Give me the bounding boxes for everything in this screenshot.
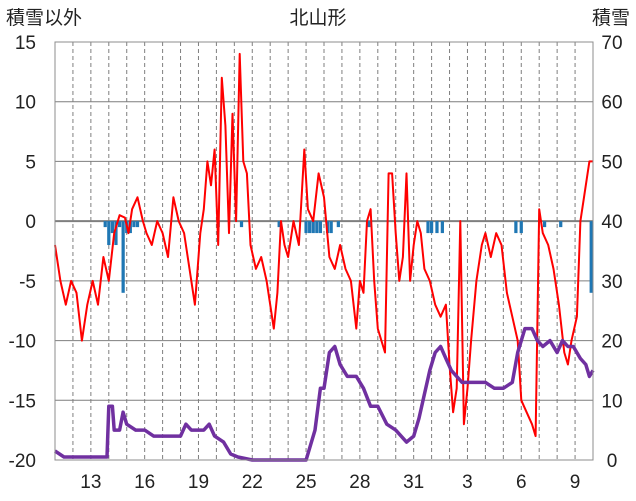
precip-bar bbox=[304, 221, 308, 234]
precip-bar bbox=[103, 221, 107, 228]
x-tick-label: 3 bbox=[462, 472, 473, 493]
precip-bar bbox=[308, 221, 312, 234]
x-tick-label: 25 bbox=[295, 472, 316, 493]
precip-bar bbox=[277, 221, 281, 228]
precip-bar bbox=[315, 221, 319, 234]
precip-bar bbox=[107, 221, 111, 246]
x-tick-label: 13 bbox=[80, 472, 101, 493]
precip-bar bbox=[589, 221, 593, 293]
plot-frame bbox=[54, 41, 594, 461]
precip-bar bbox=[239, 221, 244, 228]
temperature-line bbox=[54, 52, 593, 438]
x-tick-label: 22 bbox=[242, 472, 263, 493]
precip-bar bbox=[132, 221, 136, 228]
precip-bar bbox=[426, 221, 430, 234]
precip-bar bbox=[559, 221, 563, 228]
series-lines bbox=[54, 52, 595, 462]
x-tick-label: 31 bbox=[403, 472, 424, 493]
right-axis-title: 積雪 bbox=[592, 7, 630, 29]
snow-depth-line bbox=[54, 326, 595, 462]
x-tick-label: 19 bbox=[188, 472, 209, 493]
x-tick-label: 9 bbox=[570, 472, 581, 493]
x-tick-label: 16 bbox=[134, 472, 155, 493]
y-right-tick-label: 50 bbox=[601, 152, 622, 173]
precip-bar bbox=[117, 221, 122, 228]
y-right-tick-label: 60 bbox=[601, 93, 622, 114]
y-right-tick-label: 30 bbox=[601, 272, 622, 293]
y-right-tick-label: 10 bbox=[601, 391, 622, 412]
y-right-tick-label: 40 bbox=[601, 212, 622, 233]
precip-bar bbox=[514, 221, 518, 234]
y-right-tick-label: 20 bbox=[601, 332, 622, 353]
chart-title: 北山形 bbox=[289, 7, 346, 29]
precip-bar bbox=[329, 221, 333, 234]
precipitation-bars bbox=[103, 221, 593, 293]
x-tick-label: 6 bbox=[516, 472, 527, 493]
y-left-tick-label: -5 bbox=[19, 272, 36, 293]
precip-bar bbox=[440, 221, 444, 234]
grid bbox=[54, 41, 593, 461]
y-left-tick-label: 15 bbox=[15, 33, 36, 54]
y-left-tick-label: 0 bbox=[25, 212, 36, 233]
precip-bar bbox=[318, 221, 323, 234]
precip-bar bbox=[135, 221, 140, 228]
precip-bar bbox=[429, 221, 434, 234]
left-axis-title: 積雪以外 bbox=[6, 7, 82, 29]
precip-bar bbox=[336, 221, 340, 228]
precip-bar bbox=[110, 221, 115, 234]
precip-bar bbox=[542, 221, 547, 228]
y-left-tick-label: -10 bbox=[9, 332, 36, 353]
y-right-tick-label: 70 bbox=[601, 33, 622, 54]
precip-bar bbox=[121, 221, 125, 293]
precip-bar bbox=[519, 221, 523, 234]
y-left-tick-label: -15 bbox=[9, 391, 36, 412]
precip-bar bbox=[311, 221, 315, 234]
precip-bar bbox=[435, 221, 439, 234]
precip-bar bbox=[367, 221, 371, 228]
y-right-tick-label: 0 bbox=[607, 451, 618, 472]
y-left-tick-label: 5 bbox=[25, 152, 36, 173]
y-left-tick-label: -20 bbox=[9, 451, 36, 472]
x-tick-label: 28 bbox=[349, 472, 370, 493]
precip-bar bbox=[114, 221, 118, 246]
y-left-tick-label: 10 bbox=[15, 93, 36, 114]
